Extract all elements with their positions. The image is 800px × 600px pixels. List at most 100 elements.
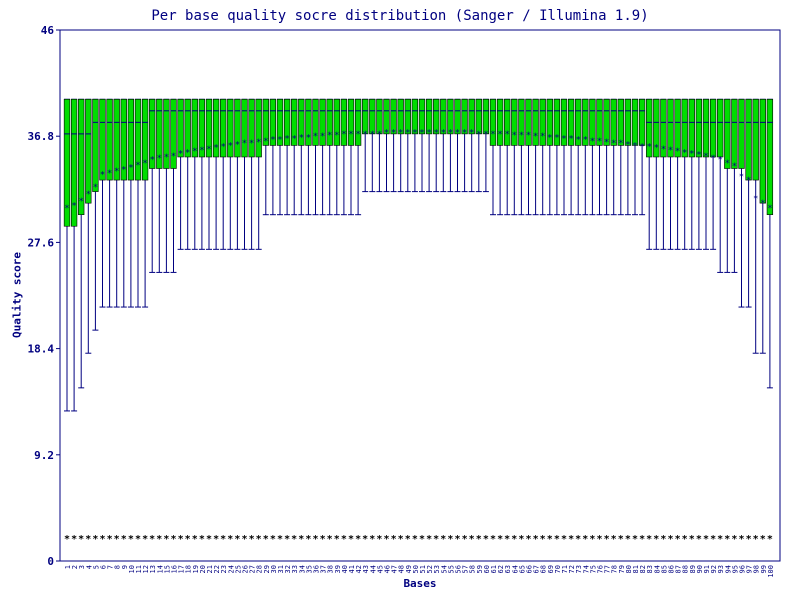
x-tick-label: 59 [476,565,484,573]
x-tick-label: 86 [668,565,676,573]
low-marker: * [412,534,418,545]
low-marker: * [391,534,397,545]
x-tick-label: 40 [341,565,349,573]
box [390,98,397,135]
x-tick-label: 45 [376,565,384,573]
mean-marker: * [675,147,680,157]
low-marker: * [234,534,240,545]
mean-marker: * [249,139,254,149]
low-marker: * [476,534,482,545]
mean-marker: * [142,159,147,169]
low-marker: * [178,534,184,545]
low-marker: * [533,534,539,545]
box [752,98,759,181]
box [63,98,71,227]
x-tick-label: 67 [533,565,541,573]
x-tick-label: 89 [689,565,697,573]
box [702,98,710,158]
box [496,98,504,146]
mean-marker: * [661,145,666,155]
low-marker: * [525,534,531,545]
x-tick-label: 100 [767,565,775,578]
x-tick-label: 27 [249,565,257,573]
mean-marker: * [71,201,76,211]
mean-marker: * [476,130,481,140]
mean-marker: * [590,137,595,147]
low-marker: * [462,534,468,545]
x-tick-label: 85 [660,565,668,573]
box [667,98,674,158]
x-tick-label: 41 [348,565,356,573]
x-tick-label: 43 [362,565,370,573]
mean-marker: * [206,145,211,155]
low-marker: * [64,534,70,545]
low-marker: * [369,534,375,545]
box [575,98,582,146]
mean-marker: * [377,130,382,140]
mean-marker: * [625,140,630,150]
box [177,98,184,158]
x-tick-label: 7 [107,565,115,569]
box [638,98,646,146]
x-tick-label: 88 [682,565,690,573]
low-marker: * [327,534,333,545]
low-marker: * [497,534,503,545]
x-tick-label: 53 [433,565,441,573]
mean-marker: * [93,183,98,193]
x-tick-label: 28 [256,565,264,573]
low-marker: * [163,534,169,545]
x-tick-label: 1 [64,565,72,569]
x-tick-label: 81 [632,565,640,573]
mean-marker: * [597,137,602,147]
mean-marker: * [554,133,559,143]
mean-marker: * [441,129,446,139]
low-marker: * [731,534,737,545]
x-tick-label: 19 [192,565,200,573]
x-tick-label: 57 [462,565,470,573]
x-tick-label: 37 [320,565,328,573]
box [489,98,497,146]
mean-marker: * [291,135,296,145]
x-tick-label: 46 [384,565,392,573]
x-tick-label: 54 [440,565,448,573]
x-tick-label: 42 [355,565,363,573]
mean-marker: * [306,133,311,143]
box [354,98,362,146]
box [262,98,269,146]
low-marker: * [660,534,666,545]
x-tick-label: 82 [639,565,647,573]
x-tick-label: 68 [540,565,548,573]
x-tick-label: 55 [447,565,455,573]
low-marker: * [227,534,233,545]
box [269,98,277,146]
low-marker: * [320,534,326,545]
mean-marker: * [746,176,751,186]
box [411,98,419,135]
mean-marker: * [86,190,91,200]
low-marker: * [540,534,546,545]
box [589,98,596,146]
mean-marker: * [682,148,687,158]
box [461,98,468,135]
x-tick-label: 35 [305,565,313,573]
box [560,98,568,146]
y-tick-label: 36.8 [28,130,55,143]
mean-marker: * [384,129,389,139]
x-tick-label: 73 [575,565,583,573]
box [347,98,355,146]
box [553,98,561,146]
low-marker: * [156,534,162,545]
mean-marker: * [646,143,651,153]
box [369,98,376,135]
box [78,98,85,215]
x-tick-label: 25 [234,565,242,573]
low-marker: * [78,534,84,545]
low-marker: * [241,534,247,545]
x-tick-label: 84 [653,565,661,573]
box [248,98,255,158]
mean-marker: * [433,129,438,139]
mean-marker: * [561,135,566,145]
mean-marker: * [242,139,247,149]
box [454,98,461,135]
